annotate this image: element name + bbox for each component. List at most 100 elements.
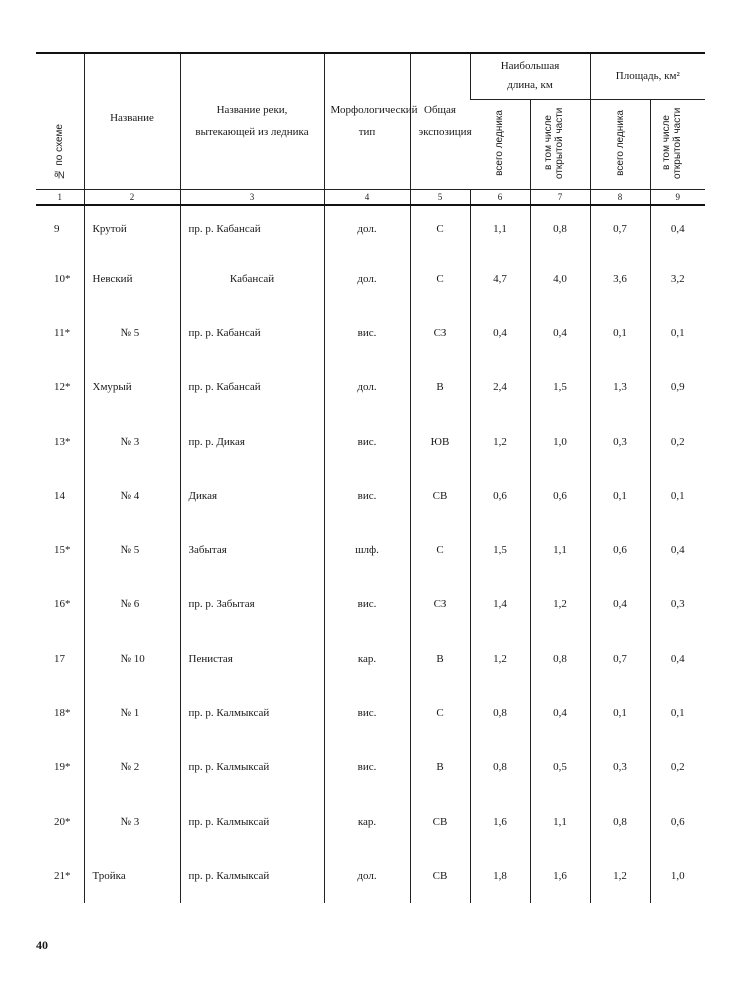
col-number: 4	[323, 188, 410, 206]
cell-area-open: 0,4	[649, 522, 706, 578]
cell-area-open: 1,0	[649, 848, 706, 904]
cell-len-open: 0,4	[529, 685, 591, 741]
cell-name: Хмурый	[83, 360, 180, 415]
cell-name: Тройка	[83, 848, 180, 904]
table-row: 10* Невский Кабансай дол. С 4,7 4,0 3,6 3,2	[36, 251, 706, 306]
cell-len-open: 1,6	[529, 848, 591, 904]
cell-river: пр. р. Кабансай	[179, 204, 324, 252]
header-name: Название	[83, 52, 180, 189]
cell-len-open: 4,0	[529, 251, 591, 306]
cell-river: пр. р. Калмыксай	[179, 848, 324, 904]
cell-type: кар.	[323, 631, 410, 686]
cell-area-open: 0,1	[649, 305, 706, 361]
cell-len-open: 0,5	[529, 740, 591, 795]
cell-len-total: 0,8	[469, 740, 530, 795]
cell-river: Пенистая	[179, 631, 324, 686]
cell-len-open: 1,2	[529, 577, 591, 632]
cell-exp: В	[409, 360, 470, 415]
cell-len-open: 0,6	[529, 468, 591, 523]
cell-area-total: 0,1	[589, 305, 651, 361]
table-row: 21* Тройка пр. р. Калмыксай дол. СВ 1,8 1,6 1,2…	[36, 848, 706, 904]
cell-area-open: 0,6	[649, 794, 706, 849]
table-row: 11* № 5 пр. р. Кабансай вис. СЗ 0,4 0,4 0,1 0,1	[36, 305, 706, 361]
cell-area-open: 0,2	[649, 740, 706, 795]
cell-len-open: 0,4	[529, 305, 591, 361]
col-number: 1	[36, 188, 84, 206]
header-area-group: Площадь, км²	[589, 52, 706, 100]
cell-river: Забытая	[179, 522, 324, 578]
header-morph-type: Морфологический тип	[323, 52, 418, 189]
cell-exp: С	[409, 685, 470, 741]
cell-no: 10*	[54, 272, 71, 285]
cell-river: Кабансай	[179, 251, 324, 306]
cell-no: 15*	[54, 544, 71, 557]
cell-exp: ЮВ	[409, 414, 470, 469]
cell-name: № 2	[83, 740, 180, 795]
cell-exp: СВ	[409, 468, 470, 523]
cell-len-total: 1,2	[469, 414, 530, 469]
header-area-total: всего ледника	[589, 99, 651, 189]
col-number: 8	[589, 188, 651, 206]
cell-exp: СВ	[409, 848, 470, 904]
cell-type: вис.	[323, 414, 410, 469]
cell-type: кар.	[323, 794, 410, 849]
cell-len-open: 0,8	[529, 204, 591, 252]
header-length-total: всего ледника	[494, 109, 506, 176]
col-number: 6	[469, 188, 530, 206]
table-row: 9 Крутой пр. р. Кабансай дол. С 1,1 0,8 0,7 0,4	[36, 204, 706, 252]
table-row: 18* № 1 пр. р. Калмыксай вис. С 0,8 0,4 0,1 0,1	[36, 685, 706, 741]
header-scheme-no: № по схеме	[36, 52, 84, 189]
cell-river: пр. р. Калмыксай	[179, 740, 324, 795]
cell-area-total: 0,4	[589, 577, 651, 632]
cell-no: 16*	[54, 598, 71, 611]
cell-area-total: 1,3	[589, 360, 651, 415]
cell-name: Невский	[83, 251, 180, 306]
cell-area-total: 0,7	[589, 631, 651, 686]
cell-exp: СВ	[409, 794, 470, 849]
cell-area-open: 0,4	[649, 204, 706, 252]
cell-len-open: 1,1	[529, 794, 591, 849]
table-row: 13* № 3 пр. р. Дикая вис. ЮВ 1,2 1,0 0,3 0,2	[36, 414, 706, 469]
cell-area-open: 0,2	[649, 414, 706, 469]
table-row: 17 № 10 Пенистая кар. В 1,2 0,8 0,7 0,4	[36, 631, 706, 686]
cell-area-total: 0,3	[589, 414, 651, 469]
header-river: Название реки, вытекающей из ледника	[179, 52, 324, 189]
cell-exp: СЗ	[409, 305, 470, 361]
cell-no: 11*	[54, 326, 71, 339]
cell-no: 13*	[54, 435, 71, 448]
cell-len-total: 4,7	[469, 251, 530, 306]
cell-len-total: 0,6	[469, 468, 530, 523]
cell-river: пр. р. Кабансай	[179, 360, 324, 415]
table-row: 14 № 4 Дикая вис. СВ 0,6 0,6 0,1 0,1	[36, 468, 706, 523]
col-number: 2	[83, 188, 180, 206]
cell-exp: С	[409, 522, 470, 578]
cell-name: № 3	[83, 414, 180, 469]
cell-area-total: 0,6	[589, 522, 651, 578]
cell-type: дол.	[323, 360, 410, 415]
cell-len-open: 1,0	[529, 414, 591, 469]
cell-len-total: 2,4	[469, 360, 530, 415]
header-length-open: в том числе открытой части	[529, 99, 591, 189]
cell-name: № 3	[83, 794, 180, 849]
cell-type: вис.	[323, 305, 410, 361]
cell-river: пр. р. Кабансай	[179, 305, 324, 361]
cell-len-total: 0,8	[469, 685, 530, 741]
cell-area-total: 0,8	[589, 794, 651, 849]
cell-area-open: 0,1	[649, 468, 706, 523]
cell-area-open: 0,1	[649, 685, 706, 741]
cell-river: пр. р. Дикая	[179, 414, 324, 469]
cell-name: № 6	[83, 577, 180, 632]
table-row: 16* № 6 пр. р. Забытая вис. СЗ 1,4 1,2 0,4 0,3	[36, 577, 706, 632]
cell-area-total: 1,2	[589, 848, 651, 904]
header-length-group: Наибольшая длина, км	[469, 52, 591, 100]
cell-name: № 10	[83, 631, 180, 686]
cell-river: пр. р. Калмыксай	[179, 685, 324, 741]
cell-name: Крутой	[83, 204, 180, 252]
cell-len-total: 1,6	[469, 794, 530, 849]
cell-type: дол.	[323, 204, 410, 252]
header-area-open: в том числе открытой части	[649, 99, 706, 189]
cell-name: № 4	[83, 468, 180, 523]
cell-len-open: 1,1	[529, 522, 591, 578]
cell-area-total: 0,1	[589, 468, 651, 523]
cell-area-total: 3,6	[589, 251, 651, 306]
